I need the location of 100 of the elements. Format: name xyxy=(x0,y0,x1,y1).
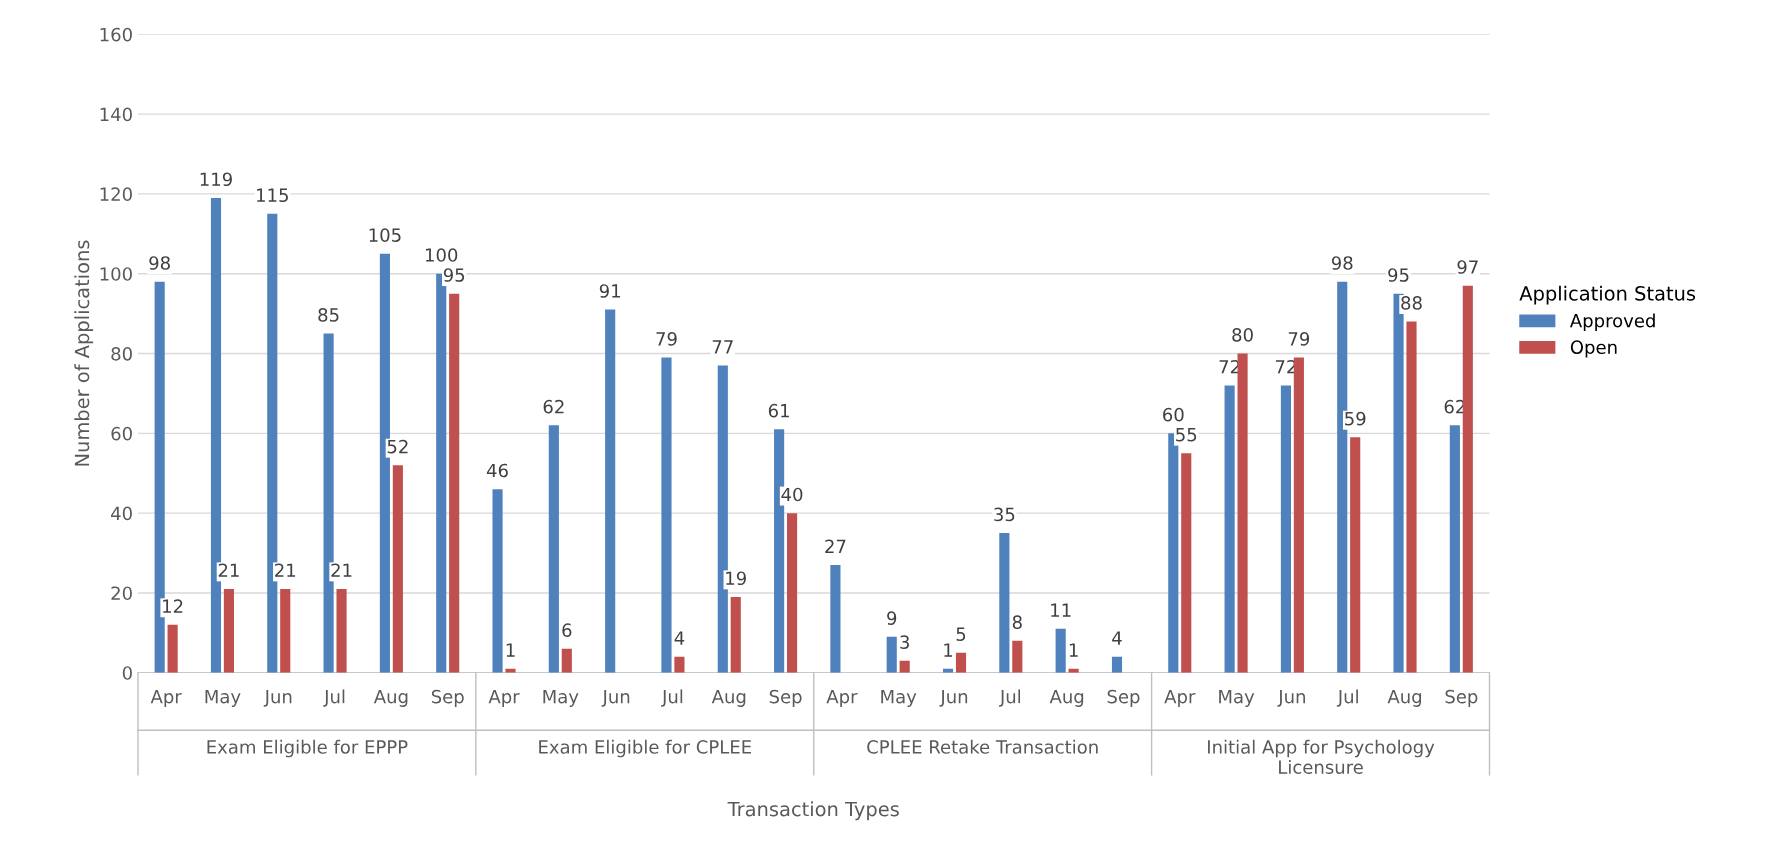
bar xyxy=(336,588,347,673)
data-label: 27 xyxy=(825,539,846,553)
data-label: 1 xyxy=(1069,643,1078,657)
x-tick-label: Aug xyxy=(711,689,746,707)
x-tick-label: Apr xyxy=(826,689,858,707)
bar xyxy=(392,465,403,673)
y-tick-label: 0 xyxy=(122,666,132,680)
bar xyxy=(449,293,460,673)
legend-label: Open xyxy=(1570,340,1617,358)
data-label: 80 xyxy=(1232,328,1253,342)
y-tick-label: 120 xyxy=(100,187,132,202)
data-label: 35 xyxy=(994,507,1015,522)
x-tick-label: May xyxy=(881,689,917,707)
x-tick-label: Apr xyxy=(1164,689,1196,707)
bar xyxy=(1280,385,1291,673)
data-label: 6 xyxy=(562,623,572,637)
data-label: 85 xyxy=(318,308,339,322)
x-axis-title: Transaction Types xyxy=(727,801,899,821)
data-label: 5 xyxy=(956,627,966,641)
data-label: 79 xyxy=(1288,332,1310,346)
x-tick-label: Jul xyxy=(661,689,683,707)
bar xyxy=(1406,321,1417,673)
bar xyxy=(223,588,234,673)
x-tick-label: Jun xyxy=(601,689,630,707)
data-label: 46 xyxy=(486,463,508,478)
text: Initial App for Psychology Licensure xyxy=(1208,739,1435,774)
x-tick-label: Jun xyxy=(263,689,292,707)
y-tick-label: 160 xyxy=(100,27,132,42)
bar xyxy=(886,636,897,673)
bar xyxy=(1462,285,1473,673)
y-tick-label: 100 xyxy=(100,267,132,281)
y-tick-label: 20 xyxy=(111,586,132,601)
data-label: 21 xyxy=(275,563,296,577)
data-label: 60 xyxy=(1163,407,1184,422)
bar xyxy=(167,624,178,673)
data-label: 52 xyxy=(387,439,408,454)
data-label: 55 xyxy=(1176,428,1197,442)
text: Exam Eligible for CPLEE xyxy=(539,739,751,758)
bar xyxy=(605,309,616,673)
y-tick-label: 140 xyxy=(100,107,132,122)
data-label: 8 xyxy=(1012,615,1022,629)
x-tick-label: Sep xyxy=(1107,689,1140,707)
bar xyxy=(561,648,572,673)
data-label: 1 xyxy=(506,643,515,657)
data-label: 88 xyxy=(1401,296,1422,310)
bar xyxy=(492,489,503,673)
data-label: 11 xyxy=(1051,603,1071,617)
y-tick-label: 60 xyxy=(111,426,132,441)
data-label: 105 xyxy=(369,228,401,242)
bar xyxy=(730,596,741,673)
bar xyxy=(1449,425,1460,673)
legend-label: Approved xyxy=(1569,313,1655,331)
bar xyxy=(154,281,165,673)
bar xyxy=(1237,353,1248,673)
data-label: 1 xyxy=(944,643,953,657)
data-label: 95 xyxy=(1388,268,1409,282)
bar xyxy=(830,565,841,673)
data-label: 12 xyxy=(163,599,183,613)
data-label: 40 xyxy=(781,487,803,502)
data-label: 59 xyxy=(1345,411,1366,426)
data-label: 3 xyxy=(900,635,909,649)
bar xyxy=(717,365,728,673)
x-tick-label: Apr xyxy=(150,689,182,707)
bar xyxy=(280,588,291,673)
bar xyxy=(786,513,798,673)
x-tick-label: Aug xyxy=(1387,689,1422,707)
x-tick-label: Sep xyxy=(1445,689,1478,707)
data-label: 98 xyxy=(1331,256,1353,270)
x-tick-label: Sep xyxy=(431,689,464,707)
y-axis-title: Number of Applications xyxy=(74,240,94,466)
bar xyxy=(1350,437,1361,673)
data-label: 119 xyxy=(200,172,232,187)
data-label: 97 xyxy=(1457,260,1478,274)
bar xyxy=(1224,385,1235,673)
data-label: 9 xyxy=(887,611,897,625)
data-label: 91 xyxy=(599,284,620,298)
bar xyxy=(661,357,672,673)
bar xyxy=(899,660,910,673)
y-tick-label: 80 xyxy=(111,346,132,361)
text: Exam Eligible for EPPP xyxy=(207,739,408,758)
data-label: 115 xyxy=(257,188,288,203)
bar xyxy=(955,652,967,673)
x-tick-label: Jun xyxy=(1277,689,1305,707)
x-tick-label: May xyxy=(543,689,579,707)
data-label: 77 xyxy=(712,340,733,354)
x-tick-label: May xyxy=(205,689,241,707)
data-label: 61 xyxy=(768,403,789,418)
data-label: 100 xyxy=(425,248,458,262)
text: CPLEE Retake Transaction xyxy=(867,739,1098,754)
data-label: 95 xyxy=(443,268,465,282)
data-label: 4 xyxy=(674,631,685,645)
x-tick-label: Aug xyxy=(373,689,408,707)
data-label: 21 xyxy=(331,563,352,577)
data-label: 62 xyxy=(543,399,564,414)
x-tick-label: Jul xyxy=(323,689,345,707)
data-label: 4 xyxy=(1112,631,1122,645)
bar xyxy=(999,533,1010,673)
bar xyxy=(1181,453,1192,673)
x-tick-label: May xyxy=(1219,689,1255,707)
bar xyxy=(674,656,685,673)
